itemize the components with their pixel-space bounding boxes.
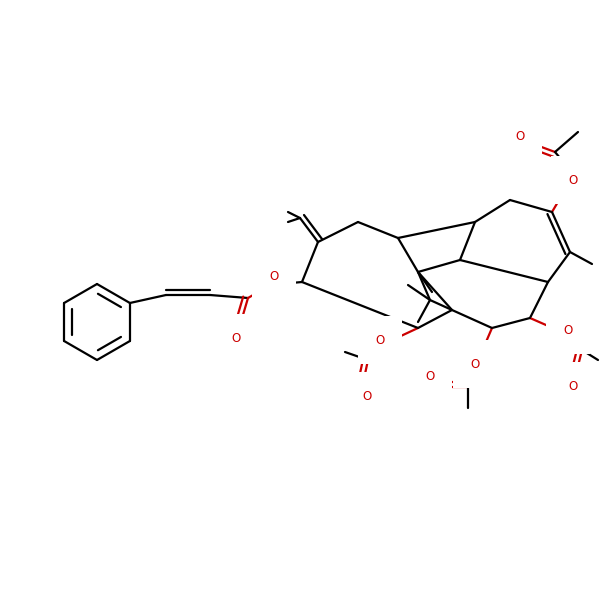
Text: O: O [568, 379, 578, 392]
Text: O: O [376, 334, 385, 346]
Text: O: O [515, 130, 524, 143]
Text: O: O [425, 370, 434, 383]
Text: O: O [269, 269, 278, 283]
Text: O: O [568, 173, 578, 187]
Text: O: O [470, 358, 479, 370]
Text: O: O [232, 331, 241, 344]
Text: O: O [362, 389, 371, 403]
Text: O: O [563, 323, 572, 337]
